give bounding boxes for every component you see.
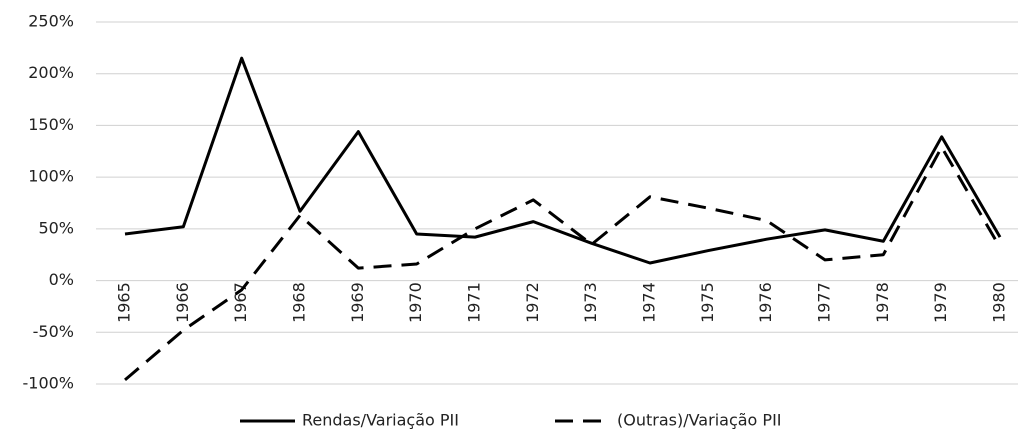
y-tick-label: -50% (33, 322, 74, 341)
x-tick-label: 1971 (465, 282, 484, 323)
x-tick-label: 1974 (640, 282, 659, 323)
x-tick-label: 1975 (698, 282, 717, 323)
x-tick-label: 1980 (990, 282, 1009, 323)
x-tick-label: 1967 (231, 282, 250, 323)
series-line (124, 145, 1002, 382)
legend-label: Rendas/Variação PII (302, 411, 459, 430)
y-tick-label: 200% (28, 63, 74, 82)
x-tick-label: 1973 (581, 282, 600, 323)
y-tick-label: 150% (28, 115, 74, 134)
x-tick-label: 1976 (756, 282, 775, 323)
legend-label: (Outras)/Variação PII (617, 411, 782, 430)
x-tick-label: 1979 (931, 282, 950, 323)
x-tick-label: 1968 (290, 282, 309, 323)
series-line (124, 56, 1002, 265)
y-tick-label: 0% (49, 270, 74, 289)
y-tick-label: 50% (38, 218, 74, 237)
x-tick-label: 1972 (523, 282, 542, 323)
y-tick-label: -100% (22, 374, 74, 393)
x-tick-label: 1969 (348, 282, 367, 323)
x-tick-label: 1970 (406, 282, 425, 323)
x-tick-label: 1966 (173, 282, 192, 323)
y-tick-label: 100% (28, 167, 74, 186)
x-tick-label: 1965 (115, 282, 134, 323)
x-tick-label: 1978 (873, 282, 892, 323)
y-tick-label: 250% (28, 12, 74, 31)
x-tick-label: 1977 (815, 282, 834, 323)
